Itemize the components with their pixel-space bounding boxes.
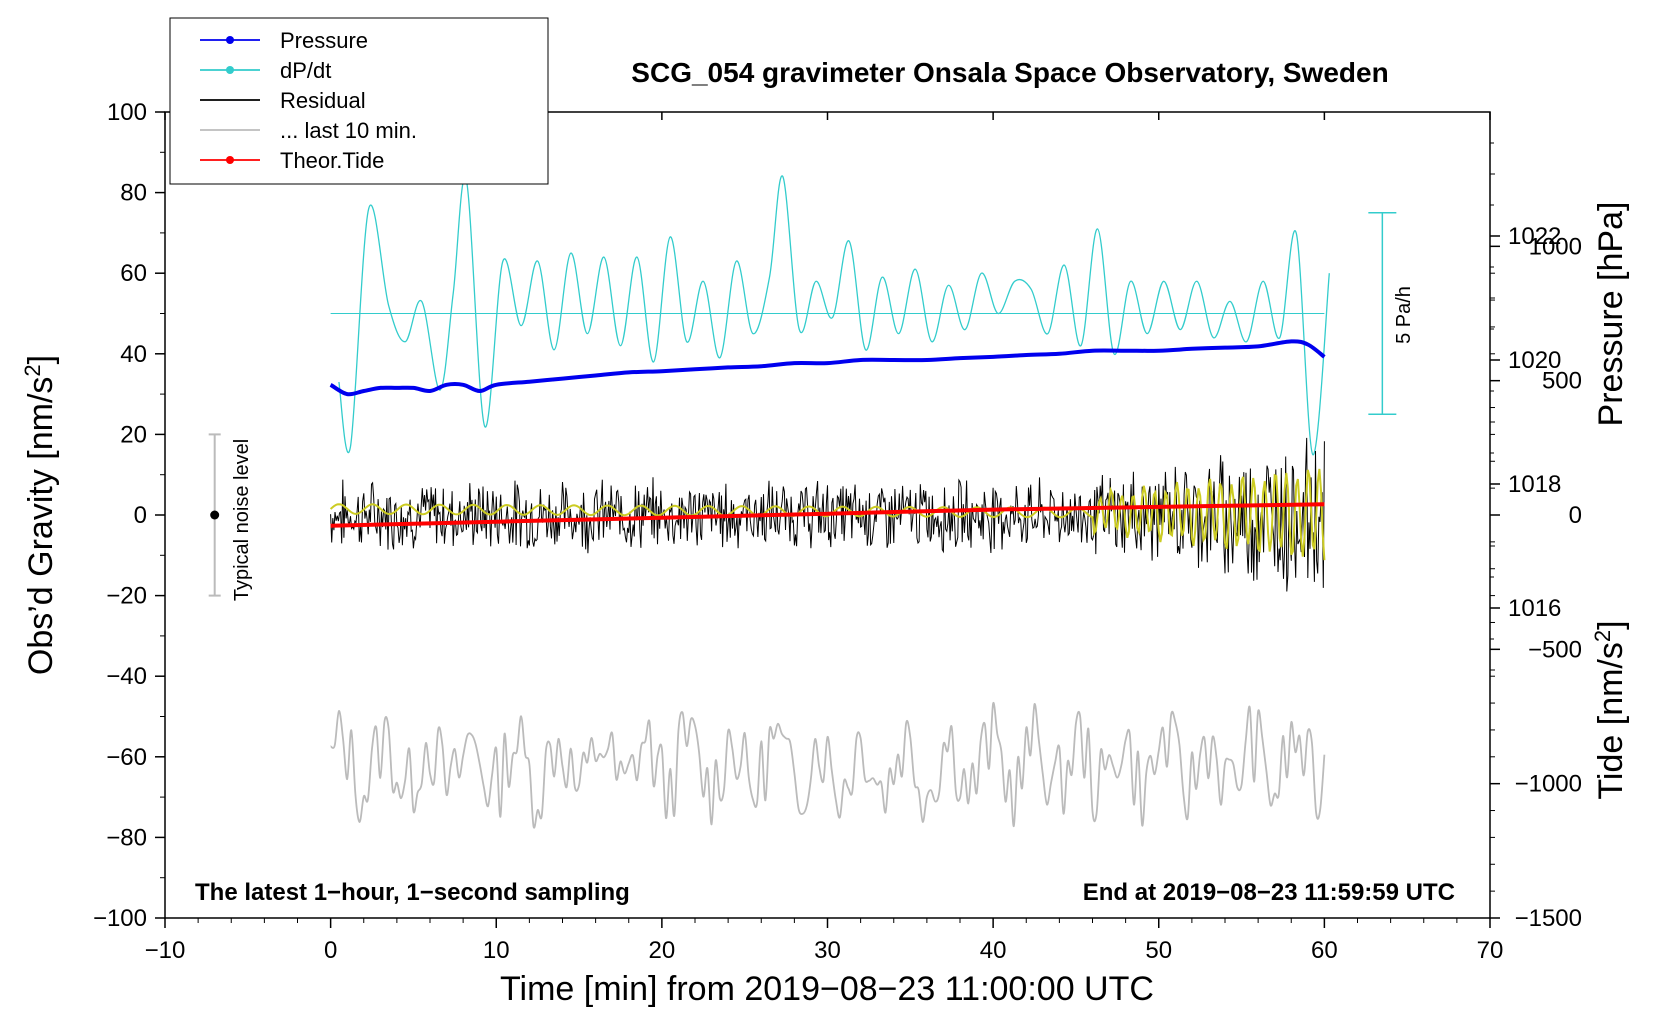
x-tick-label: 0: [324, 937, 337, 964]
noise-level-bar: [208, 433, 221, 597]
tide-line: [330, 502, 1325, 528]
x-axis: −10 0 10 20 30 40 50 60 70: [145, 112, 1504, 964]
legend-box: [169, 17, 549, 185]
x-tick-label: 60: [1311, 937, 1338, 964]
tide-tick-label: −500: [1528, 636, 1582, 663]
y-axis-left: 100 80 60 40 20 0 −20 −40 −60 −80 −100: [93, 99, 165, 932]
tide-tick-label: 500: [1542, 368, 1582, 395]
y-axis-tide: 1000 500 0 −500 −1000 −1500: [1490, 233, 1582, 932]
rate-scale-label: 5 Pa/h: [1393, 286, 1415, 344]
legend-marker: [226, 156, 234, 164]
legend-label: Residual: [280, 88, 366, 113]
legend-label: Pressure: [280, 28, 368, 53]
legend-marker: [226, 36, 234, 44]
series-layer: [329, 175, 1330, 829]
noise-bar-dot: [210, 510, 220, 520]
x-tick-label: 10: [483, 937, 510, 964]
noise-level-label: Typical noise level: [231, 439, 253, 601]
y-tick-label: 100: [107, 99, 147, 126]
y-tick-label: −20: [106, 583, 147, 610]
legend-marker: [226, 66, 234, 74]
legend: Pressure dP/dt Residual ... last 10 min. The…: [169, 17, 549, 185]
dpdt-line: [338, 175, 1330, 456]
y-axis-left-title: Obs’d Gravity [nm/s2]: [20, 355, 60, 675]
footer-right: End at 2019−08−23 11:59:59 UTC: [1083, 879, 1455, 906]
x-tick-label: 30: [814, 937, 841, 964]
y-tick-label: −80: [106, 824, 147, 851]
pressure-tick-label: 1022: [1508, 223, 1561, 250]
y-tick-label: 40: [120, 341, 147, 368]
tide-tick-label: 0: [1569, 502, 1582, 529]
pressure-line: [329, 339, 1326, 397]
y-axis-tide-title: Tide [nm/s2]: [1590, 620, 1630, 799]
rate-scale-bar: [1368, 212, 1397, 415]
legend-label: Theor.Tide: [280, 148, 384, 173]
legend-label: dP/dt: [280, 58, 331, 83]
y-tick-label: 80: [120, 180, 147, 207]
last-10-min-line: [329, 702, 1326, 829]
x-tick-label: −10: [145, 937, 186, 964]
y-tick-label: −60: [106, 744, 147, 771]
tide-tick-label: −1000: [1515, 771, 1582, 798]
y-tick-label: 60: [120, 260, 147, 287]
x-tick-label: 50: [1145, 937, 1172, 964]
y-tick-label: 0: [134, 502, 147, 529]
y-tick-label: −40: [106, 663, 147, 690]
tide-tick-label: 1000: [1529, 233, 1582, 260]
tide-tick-label: −1500: [1515, 905, 1582, 932]
residual-filtered-line: [329, 468, 1326, 561]
y-axis-pressure: 1022 1020 1018 1016: [1490, 142, 1561, 671]
residual-line: [330, 437, 1325, 592]
pressure-tick-label: 1016: [1508, 595, 1561, 622]
y-tick-label: 20: [120, 421, 147, 448]
legend-label: ... last 10 min.: [280, 118, 417, 143]
x-tick-label: 40: [980, 937, 1007, 964]
x-axis-title: Time [min] from 2019−08−23 11:00:00 UTC: [500, 970, 1154, 1008]
x-tick-label: 70: [1477, 937, 1504, 964]
x-tick-label: 20: [649, 937, 676, 964]
y-axis-pressure-title: Pressure [hPa]: [1592, 202, 1630, 427]
chart-title: SCG_054 gravimeter Onsala Space Observat…: [631, 57, 1388, 88]
pressure-tick-label: 1020: [1508, 347, 1561, 374]
pressure-tick-label: 1018: [1508, 471, 1561, 498]
y-tick-label: −100: [93, 905, 147, 932]
footer-left: The latest 1−hour, 1−second sampling: [195, 879, 630, 906]
